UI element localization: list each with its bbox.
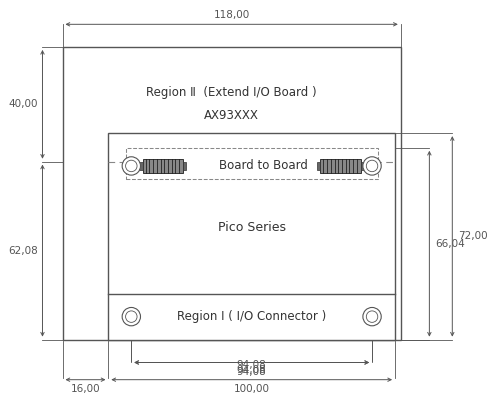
Circle shape: [366, 160, 378, 172]
Text: 94,08: 94,08: [237, 367, 267, 377]
Text: 94,08: 94,08: [237, 365, 267, 375]
Circle shape: [126, 311, 137, 322]
Text: 72,00: 72,00: [458, 231, 487, 242]
Text: Region Ⅱ  (Extend I/O Board ): Region Ⅱ (Extend I/O Board ): [146, 86, 317, 99]
Bar: [126, 148, 378, 179]
Text: 40,00: 40,00: [9, 99, 38, 109]
Bar: [183, 162, 186, 170]
Circle shape: [122, 157, 140, 175]
Bar: [139, 162, 143, 170]
Circle shape: [126, 160, 137, 172]
Text: 16,00: 16,00: [70, 384, 100, 394]
Circle shape: [363, 157, 381, 175]
Text: 100,00: 100,00: [234, 384, 270, 394]
Text: 118,00: 118,00: [213, 10, 250, 20]
Text: Board to Board: Board to Board: [219, 159, 308, 172]
Bar: [108, 133, 395, 339]
Text: 62,08: 62,08: [9, 246, 38, 256]
Bar: [361, 162, 364, 170]
Text: Region Ⅰ ( I/O Connector ): Region Ⅰ ( I/O Connector ): [177, 310, 326, 323]
Circle shape: [363, 307, 381, 326]
Text: 66,04: 66,04: [435, 239, 465, 249]
Circle shape: [122, 307, 140, 326]
Text: Pico Series: Pico Series: [218, 221, 286, 234]
Bar: [320, 159, 361, 173]
Text: AX93XXX: AX93XXX: [204, 109, 259, 122]
Circle shape: [366, 311, 378, 322]
Bar: [317, 162, 320, 170]
Text: 94,08: 94,08: [237, 360, 267, 370]
Bar: [143, 159, 183, 173]
Bar: [62, 47, 401, 339]
